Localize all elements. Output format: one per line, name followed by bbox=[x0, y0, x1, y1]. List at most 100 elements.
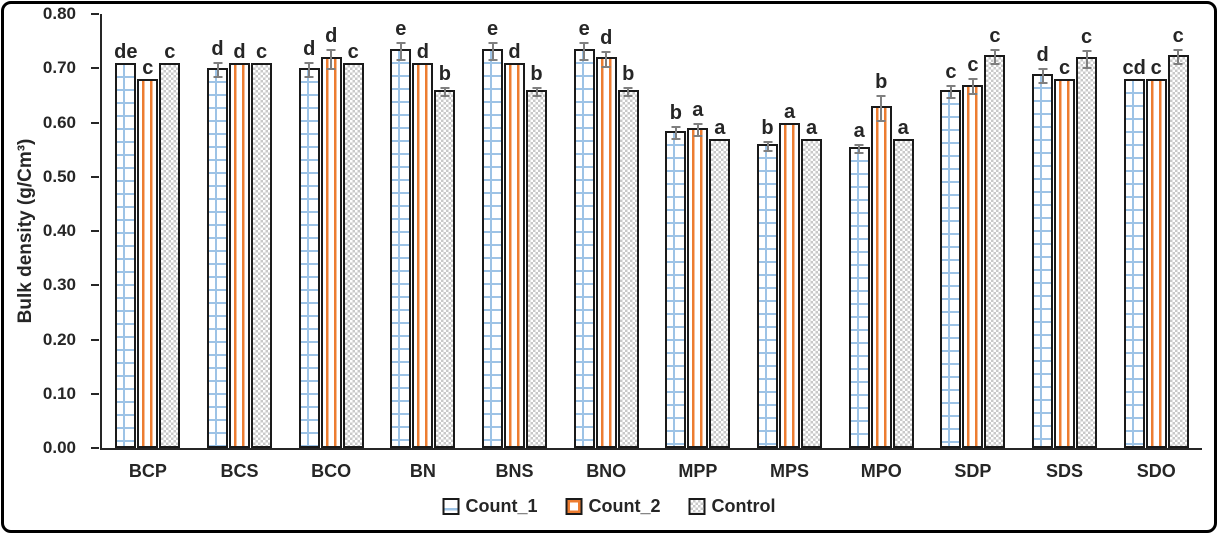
bar-count_2-bcp: c bbox=[137, 58, 159, 448]
significance-letter: b bbox=[622, 62, 635, 85]
bar-count_2-bns: d bbox=[504, 42, 526, 448]
error-bar bbox=[216, 62, 219, 79]
error-bar bbox=[399, 41, 402, 62]
bar-count_1-sds: d bbox=[1032, 45, 1054, 448]
error-bar bbox=[1041, 67, 1044, 84]
significance-letter: d bbox=[211, 38, 224, 61]
significance-letter: a bbox=[897, 116, 909, 139]
legend-label: Count_1 bbox=[465, 496, 538, 516]
bar-group-bno: e d b BNO bbox=[560, 14, 652, 481]
significance-letter: c bbox=[967, 54, 979, 77]
bar-count_2-bno: d bbox=[595, 28, 617, 448]
category-label: BNO bbox=[586, 461, 627, 481]
significance-letter: d bbox=[325, 24, 338, 47]
bar-control-sds: c bbox=[1076, 27, 1098, 448]
error-bar bbox=[627, 86, 630, 98]
bar-control-bno: b bbox=[617, 64, 639, 448]
error-bar bbox=[674, 125, 677, 140]
y-tick-mark bbox=[91, 392, 99, 395]
significance-letter: e bbox=[578, 17, 590, 40]
significance-letter: c bbox=[142, 57, 154, 80]
category-label: SDS bbox=[1046, 461, 1084, 481]
bar-control-bcs: c bbox=[251, 42, 272, 448]
bar-count_1-mpp: b bbox=[665, 103, 687, 448]
legend-label: Count_2 bbox=[588, 496, 661, 516]
legend: Count_1 Count_2 Control bbox=[442, 496, 776, 517]
bar-count_1-bn: e bbox=[390, 19, 412, 448]
category-label: MPO bbox=[860, 461, 902, 481]
error-bar bbox=[308, 62, 311, 79]
significance-letter: b bbox=[875, 70, 888, 93]
bar-control-mpo: a bbox=[892, 118, 914, 448]
significance-letter: de bbox=[114, 40, 138, 63]
bar-count_1-bno: e bbox=[573, 19, 595, 448]
category-label: BNS bbox=[495, 461, 534, 481]
bar-group-sdp: c c c SDP bbox=[927, 14, 1019, 481]
bar-group-bcp: de c c BCP bbox=[102, 14, 194, 481]
bar-group-sds: d c c SDS bbox=[1019, 14, 1111, 481]
legend-swatch-count_2 bbox=[565, 498, 583, 515]
legend-item-control: Control bbox=[688, 496, 776, 517]
error-bar bbox=[605, 51, 608, 68]
significance-letter: b bbox=[761, 116, 774, 139]
significance-letter: d bbox=[600, 27, 613, 50]
bar-group-bns: e d b BNS bbox=[469, 14, 561, 481]
significance-letter: a bbox=[783, 100, 796, 123]
legend-label: Control bbox=[711, 496, 776, 516]
category-label: SDO bbox=[1136, 461, 1176, 481]
bar-group-mps: b a a MPS bbox=[744, 14, 836, 481]
bar-count_1-mpo: a bbox=[848, 121, 870, 448]
y-tick-label: 0.60 bbox=[42, 112, 76, 132]
significance-letter: a bbox=[805, 116, 818, 139]
y-tick-label: 0.20 bbox=[42, 329, 76, 349]
bar-control-sdp: c bbox=[984, 26, 1006, 448]
legend-item-count_1: Count_1 bbox=[442, 496, 538, 517]
y-tick-label: 0.40 bbox=[42, 221, 76, 240]
error-bar bbox=[443, 86, 446, 98]
bar-count_2-mpp: a bbox=[687, 100, 709, 448]
significance-letter: b bbox=[438, 62, 451, 85]
significance-letter: d bbox=[303, 38, 316, 61]
error-bar bbox=[949, 84, 952, 99]
y-tick-label: 0.70 bbox=[42, 58, 76, 78]
bar-count_1-bco: d bbox=[298, 39, 320, 448]
error-bar bbox=[491, 41, 494, 62]
bar-control-sdo: c bbox=[1167, 26, 1189, 448]
bar-control-bns: b bbox=[526, 64, 548, 448]
y-tick-label: 0.10 bbox=[42, 383, 76, 403]
significance-letter: c bbox=[1150, 57, 1162, 80]
bar-count_1-bns: e bbox=[482, 19, 504, 448]
legend-swatch-control bbox=[688, 498, 706, 515]
significance-letter: c bbox=[347, 40, 359, 63]
y-tick-label: 0.00 bbox=[42, 438, 76, 457]
significance-letter: c bbox=[1172, 24, 1184, 47]
y-tick-mark bbox=[91, 67, 99, 70]
significance-letter: d bbox=[1036, 43, 1049, 66]
significance-letter: b bbox=[669, 101, 682, 124]
category-label: BCP bbox=[128, 461, 167, 481]
category-label: BCS bbox=[220, 461, 259, 481]
y-tick-mark bbox=[91, 121, 99, 124]
bar-count_2-sdo: c bbox=[1145, 58, 1167, 448]
y-tick-label: 0.80 bbox=[42, 4, 76, 23]
y-tick-mark bbox=[91, 13, 99, 15]
significance-letter: c bbox=[989, 24, 1001, 47]
bar-control-bn: b bbox=[434, 64, 456, 448]
y-tick-label: 0.30 bbox=[42, 275, 76, 295]
y-axis: 0.00 0.10 0.20 0.30 0.40 0.50 0.60 0.70 0.80 bbox=[0, 5, 99, 457]
error-bar bbox=[1085, 50, 1088, 69]
bar-count_2-bcs: d bbox=[229, 42, 250, 448]
error-bar bbox=[971, 78, 974, 95]
significance-letter: c bbox=[255, 40, 268, 63]
bar-count_1-bcp: de bbox=[114, 42, 138, 448]
legend-swatch-count_1 bbox=[442, 498, 460, 515]
y-tick-mark bbox=[91, 230, 99, 232]
significance-letter: a bbox=[853, 119, 865, 142]
significance-letter: a bbox=[714, 116, 726, 139]
error-bar bbox=[330, 48, 333, 71]
y-tick-mark bbox=[91, 175, 99, 178]
bar-group-sdo: cd c c SDO bbox=[1110, 14, 1202, 481]
significance-letter: e bbox=[395, 17, 407, 40]
bar-count_1-sdo: cd bbox=[1123, 58, 1146, 448]
